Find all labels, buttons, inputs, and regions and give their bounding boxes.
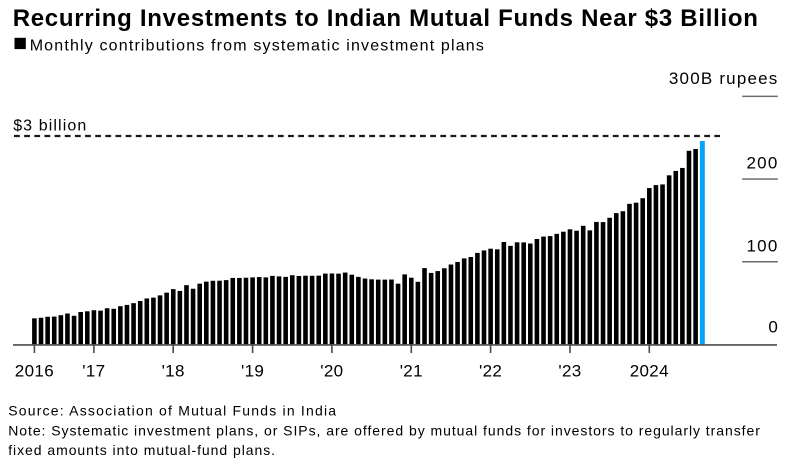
svg-text:100: 100 (747, 237, 779, 256)
svg-text:fixed amounts into mutual-fund: fixed amounts into mutual-fund plans. (8, 442, 276, 458)
svg-text:2016: 2016 (15, 361, 54, 380)
svg-text:Source: Association of Mutual: Source: Association of Mutual Funds in I… (8, 403, 337, 419)
svg-text:200: 200 (747, 154, 779, 173)
svg-text:300B rupees: 300B rupees (669, 69, 779, 88)
svg-text:'20: '20 (320, 361, 343, 380)
svg-text:'19: '19 (241, 361, 264, 380)
svg-text:$3 billion: $3 billion (13, 117, 87, 134)
svg-text:'17: '17 (82, 361, 105, 380)
svg-text:'21: '21 (400, 361, 423, 380)
svg-text:Note: Systematic investment pl: Note: Systematic investment plans, or SI… (8, 422, 761, 438)
svg-text:2024: 2024 (630, 361, 669, 380)
svg-text:'23: '23 (558, 361, 581, 380)
svg-text:'18: '18 (162, 361, 185, 380)
svg-text:Recurring Investments to India: Recurring Investments to Indian Mutual F… (13, 5, 759, 32)
svg-text:Monthly contributions from sys: Monthly contributions from systematic in… (30, 37, 485, 54)
svg-text:'22: '22 (479, 361, 502, 380)
svg-text:0: 0 (768, 318, 777, 337)
